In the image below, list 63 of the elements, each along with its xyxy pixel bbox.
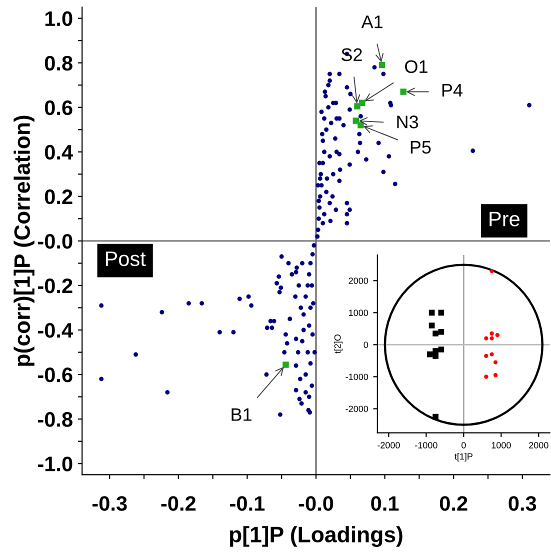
annotation: A1 <box>361 16 382 28</box>
point <box>428 322 435 328</box>
y-tick-label: 1000 <box>349 310 368 316</box>
x-tick-label: -0.2 <box>161 496 196 511</box>
point <box>495 333 500 338</box>
y-tick-label: -2000 <box>346 406 368 412</box>
x-tick-label: -2000 <box>378 442 400 448</box>
point <box>352 118 360 124</box>
x-tick-label: 0.2 <box>440 496 468 511</box>
x-tick-label: -0.0 <box>298 496 334 511</box>
y-tick-label: -0.2 <box>38 278 72 294</box>
y-tick-label: -0.0 <box>38 234 72 249</box>
point <box>490 268 494 274</box>
y-tick-label: 2000 <box>348 278 368 284</box>
annotation: P4 <box>442 84 462 96</box>
annotation: N3 <box>397 116 418 128</box>
x-tick-label: 0 <box>462 442 466 448</box>
point <box>493 360 498 364</box>
annotation: Post <box>106 252 146 266</box>
y-tick-label: 0.6 <box>44 100 72 116</box>
annotation: Pre <box>490 212 520 226</box>
x-tick-label: 0.3 <box>508 496 536 511</box>
y-tick-label: -0.6 <box>38 368 72 382</box>
annotation: P5 <box>410 141 431 154</box>
point <box>493 373 498 378</box>
point <box>490 331 494 336</box>
point <box>400 88 406 95</box>
point <box>432 330 438 336</box>
annotation: S2 <box>342 48 362 62</box>
point <box>378 62 386 68</box>
point <box>432 414 438 420</box>
y-tick-label: 1.0 <box>45 11 72 26</box>
point <box>484 336 488 340</box>
y-tick-label: -1.0 <box>38 456 72 472</box>
point <box>282 362 289 368</box>
annotation: B1 <box>232 408 252 421</box>
point <box>358 122 364 128</box>
x-tick-label: -0.1 <box>230 496 265 511</box>
y-axis-title: p(corr)[1]P (Correlation) <box>14 116 34 366</box>
y-tick-label: -0.8 <box>38 412 72 427</box>
point <box>484 354 488 358</box>
y-axis-title: t[2]O <box>334 334 343 354</box>
x-tick-label: -1000 <box>415 442 438 448</box>
y-tick-label: 0.4 <box>44 144 73 160</box>
point <box>484 374 488 379</box>
x-tick-label: 1000 <box>492 442 511 448</box>
x-axis-title: t[1]P <box>454 452 472 462</box>
point <box>490 352 494 356</box>
y-tick-label: 0.8 <box>44 56 72 71</box>
x-tick-label: 2000 <box>529 442 548 448</box>
x-tick-label: 0.1 <box>371 496 399 511</box>
point <box>432 352 438 359</box>
annotation: O1 <box>405 60 428 74</box>
y-tick-label: 0 <box>364 342 368 348</box>
y-tick-label: -1000 <box>346 374 368 380</box>
point <box>490 336 494 340</box>
y-tick-label: -0.4 <box>38 323 73 338</box>
point <box>438 346 444 352</box>
point <box>358 100 366 106</box>
x-axis-title: p[1]P (Loadings) <box>230 526 402 547</box>
point <box>438 328 444 335</box>
x-tick-label: -0.3 <box>92 496 127 511</box>
y-tick-label: 0.2 <box>44 189 72 204</box>
